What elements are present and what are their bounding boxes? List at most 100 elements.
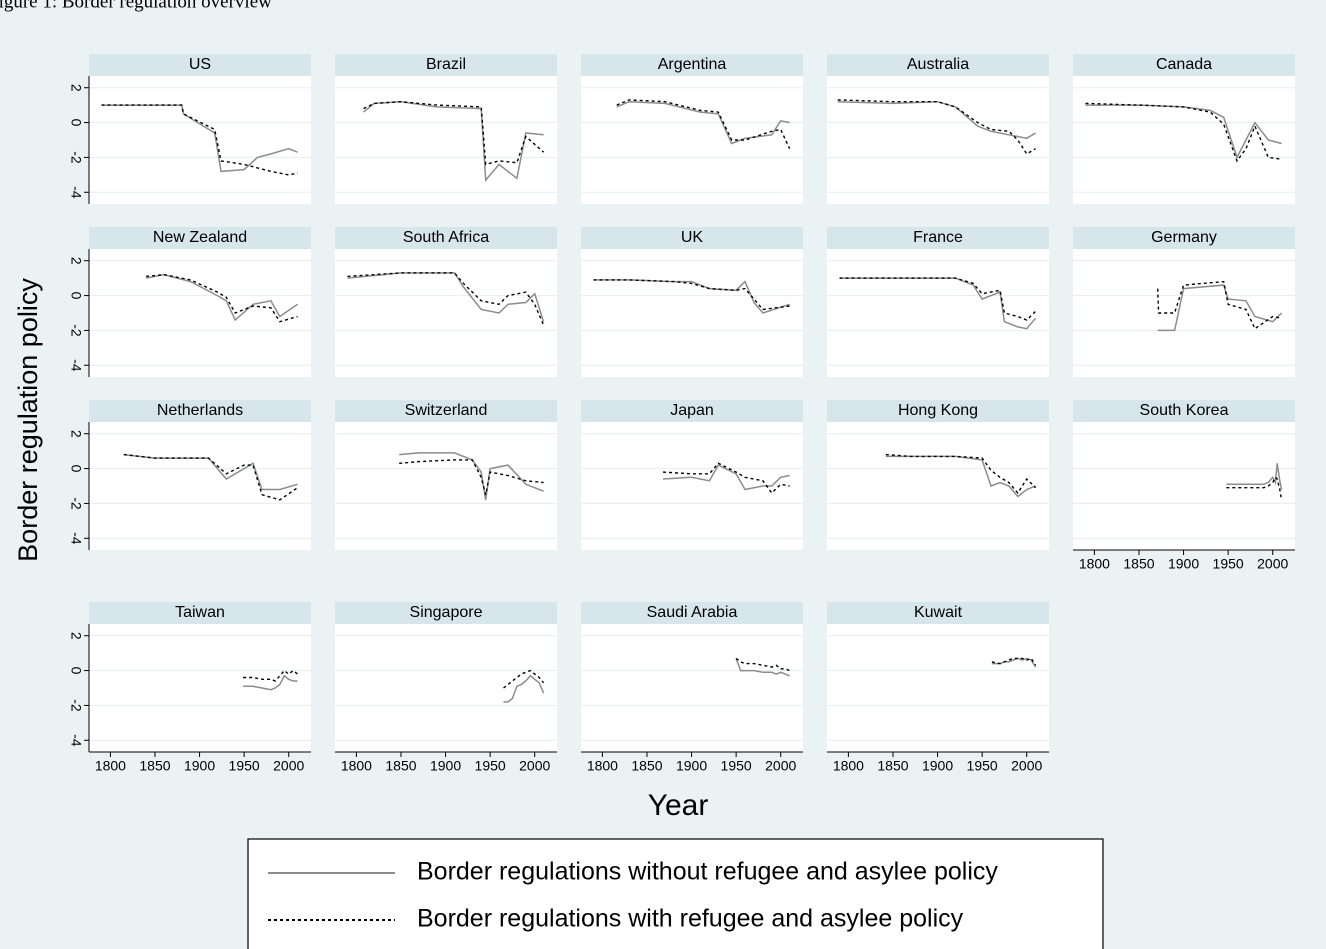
plot-area	[335, 422, 557, 550]
panel-header	[1073, 400, 1295, 422]
panel-header	[581, 602, 803, 624]
plot-area	[581, 249, 803, 377]
panel-title: Hong Kong	[898, 402, 978, 419]
x-tick-label: 1850	[139, 758, 170, 774]
y-tick-label: -4	[68, 186, 84, 199]
series-line	[735, 657, 790, 672]
series-line	[503, 674, 545, 703]
y-tick-label: 0	[68, 667, 84, 675]
x-tick-label: 1850	[385, 758, 416, 774]
y-tick-label: 2	[68, 84, 84, 92]
series-line	[146, 273, 298, 323]
x-tick-label: 1800	[341, 758, 372, 774]
panel-header	[827, 54, 1049, 76]
x-axis-label: Year	[648, 789, 709, 822]
panel-title: Singapore	[410, 604, 483, 621]
series-line	[347, 272, 545, 326]
plot-area	[89, 624, 311, 752]
panel-title: US	[189, 56, 211, 73]
series-line	[991, 657, 1037, 666]
y-tick-label: -4	[68, 734, 84, 747]
panel-header	[581, 227, 803, 249]
x-tick-label: 1900	[184, 758, 215, 774]
plot-area	[1073, 249, 1295, 377]
panel-title: UK	[681, 229, 704, 246]
y-tick-label: -4	[68, 532, 84, 545]
series-line	[616, 100, 790, 145]
plot-area	[89, 422, 311, 550]
series-line	[1085, 102, 1282, 163]
y-tick-label: -2	[68, 324, 84, 337]
x-tick-label: 1800	[833, 758, 864, 774]
panel-title: Japan	[670, 402, 714, 419]
y-tick-label: -2	[68, 151, 84, 164]
panel-title: South Africa	[403, 229, 489, 246]
series-line	[1085, 104, 1282, 160]
series-line	[837, 100, 1036, 140]
panel-title: Brazil	[426, 56, 466, 73]
legend-label: Border regulations with refugee and asyl…	[417, 905, 964, 933]
x-tick-label: 2000	[519, 758, 550, 774]
panel-header	[335, 54, 557, 76]
plot-area	[335, 624, 557, 752]
y-tick-label: -2	[68, 497, 84, 510]
panel-header	[335, 227, 557, 249]
x-tick-label: 2000	[1257, 556, 1288, 572]
x-tick-label: 2000	[273, 758, 304, 774]
series-line	[243, 674, 298, 691]
y-tick-label: -2	[68, 699, 84, 712]
series-line	[101, 104, 298, 176]
legend-label: Border regulations without refugee and a…	[417, 858, 998, 886]
series-line	[837, 99, 1036, 155]
panel-title: France	[913, 229, 963, 246]
plot-area	[89, 76, 311, 204]
panel-header	[89, 227, 311, 249]
panel-header	[581, 54, 803, 76]
plot-area	[827, 422, 1049, 550]
x-tick-label: 1900	[1168, 556, 1199, 572]
x-tick-label: 1950	[475, 758, 506, 774]
x-tick-label: 1850	[1123, 556, 1154, 572]
series-line	[399, 452, 544, 501]
plot-area	[1073, 76, 1295, 204]
series-line	[123, 453, 298, 491]
x-tick-label: 1850	[877, 758, 908, 774]
panel-header	[827, 602, 1049, 624]
series-line	[662, 462, 790, 495]
panel-title: New Zealand	[153, 229, 247, 246]
legend-box	[247, 838, 1104, 949]
y-tick-label: 0	[68, 465, 84, 473]
y-axis-label: Border regulation policy	[13, 278, 43, 562]
panel-header	[827, 400, 1049, 422]
series-line	[145, 273, 299, 322]
x-tick-label: 1950	[1213, 556, 1244, 572]
plot-area	[827, 249, 1049, 377]
x-tick-label: 1900	[922, 758, 953, 774]
x-tick-label: 1850	[631, 758, 662, 774]
panel-title: Australia	[907, 56, 969, 73]
series-line	[243, 669, 299, 682]
x-tick-label: 1950	[721, 758, 752, 774]
plot-area	[335, 249, 557, 377]
panel-title: Taiwan	[175, 604, 225, 621]
series-line	[885, 455, 1036, 498]
panel-title: Canada	[1156, 56, 1212, 73]
panel-title: Saudi Arabia	[647, 604, 738, 621]
panel-header	[335, 400, 557, 422]
panel-header	[89, 54, 311, 76]
plot-area	[1073, 422, 1295, 550]
x-tick-label: 1900	[430, 758, 461, 774]
series-line	[593, 279, 790, 314]
panel-header	[89, 602, 311, 624]
panel-title: Argentina	[658, 56, 727, 73]
series-line	[363, 100, 545, 166]
panel-title: South Korea	[1140, 402, 1229, 419]
series-line	[503, 669, 545, 689]
panel-header	[89, 400, 311, 422]
series-line	[839, 277, 1037, 321]
plot-area	[335, 76, 557, 204]
y-tick-label: 2	[68, 257, 84, 265]
x-tick-label: 1950	[967, 758, 998, 774]
